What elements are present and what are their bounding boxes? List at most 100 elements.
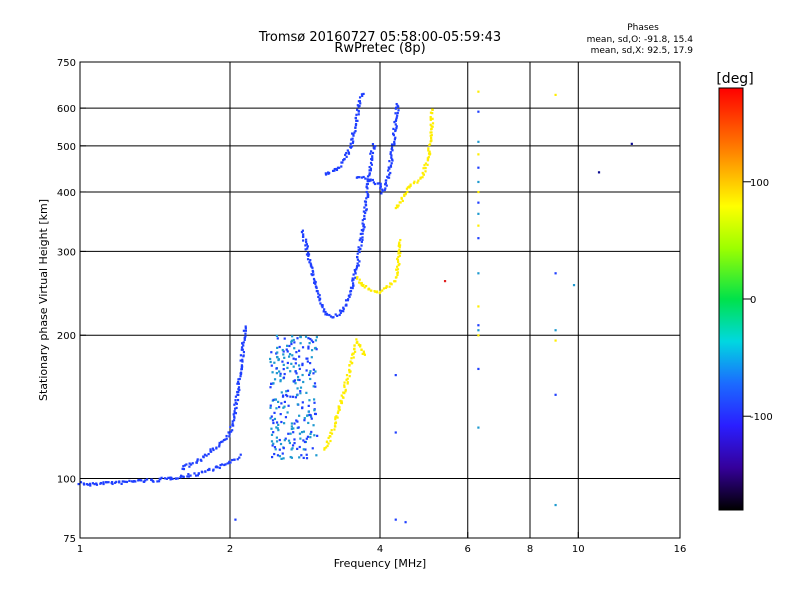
- echo-point: [222, 438, 226, 442]
- echo-point: [241, 348, 244, 351]
- spread-f-point: [273, 378, 277, 381]
- echo-point: [358, 278, 361, 281]
- echo-point: [355, 119, 358, 122]
- echo-point: [389, 282, 393, 285]
- spread-f-point: [286, 411, 289, 414]
- echo-point: [218, 445, 221, 448]
- echo-point: [346, 377, 349, 380]
- spread-f-point: [277, 423, 280, 426]
- echo-point: [330, 429, 333, 432]
- echo-point: [231, 458, 234, 462]
- echo-point: [366, 182, 369, 186]
- echo-point: [371, 178, 374, 182]
- spread-f-point: [298, 414, 301, 417]
- echo-point: [183, 464, 187, 467]
- echo-point: [379, 290, 382, 293]
- isolated-point: [443, 280, 447, 283]
- echo-point: [182, 475, 185, 478]
- echo-point: [241, 360, 244, 363]
- echo-point: [408, 185, 411, 188]
- spread-f-point: [278, 370, 281, 373]
- echo-point: [244, 325, 247, 328]
- echo-point: [379, 182, 382, 185]
- spread-f-point: [292, 431, 295, 434]
- echo-point: [431, 122, 435, 125]
- echo-point: [318, 299, 321, 302]
- echo-point: [358, 176, 361, 179]
- echo-point: [165, 477, 169, 480]
- echo-point: [302, 235, 305, 238]
- spread-f-point: [293, 441, 296, 445]
- spread-f-point: [271, 444, 274, 447]
- echo-point: [358, 100, 362, 103]
- echo-point: [363, 217, 366, 220]
- echo-point: [388, 285, 391, 288]
- echo-point: [358, 343, 361, 347]
- spread-f-point: [296, 337, 299, 340]
- spread-f-point: [282, 350, 285, 353]
- spread-f-point: [282, 376, 286, 379]
- echo-point: [374, 145, 377, 148]
- echo-point: [338, 309, 342, 312]
- spread-f-point: [289, 395, 292, 398]
- spread-f-point: [308, 342, 311, 345]
- echo-point: [317, 292, 320, 295]
- spread-f-point: [309, 414, 312, 417]
- spread-f-point: [275, 367, 278, 370]
- spread-f-point: [306, 435, 310, 438]
- echo-point: [305, 243, 309, 246]
- spread-f-point: [290, 427, 293, 431]
- echo-point: [216, 466, 219, 469]
- echo-point: [79, 481, 83, 484]
- echo-point: [381, 188, 384, 191]
- echo-point: [430, 139, 433, 142]
- x-axis-label: Frequency [MHz]: [334, 557, 426, 570]
- spread-f-point: [309, 361, 312, 365]
- spread-f-point: [289, 455, 292, 459]
- spread-f-point: [270, 415, 273, 418]
- echo-point: [388, 160, 391, 163]
- echo-point: [309, 264, 313, 267]
- column-point: [477, 224, 480, 227]
- echo-point: [120, 482, 123, 485]
- spread-f-point: [310, 356, 313, 359]
- echo-point: [346, 149, 349, 152]
- echo-point: [304, 244, 307, 247]
- echo-point: [91, 482, 95, 485]
- echo-point: [325, 446, 328, 449]
- echo-point: [351, 277, 354, 280]
- column-point: [554, 503, 557, 507]
- spread-f-point: [273, 411, 276, 414]
- echo-point: [360, 281, 363, 285]
- spread-f-point: [290, 425, 293, 428]
- spread-f-point: [313, 347, 317, 350]
- echo-point: [337, 410, 340, 413]
- echo-point: [331, 169, 335, 173]
- echo-point: [122, 480, 126, 483]
- spread-f-point: [275, 407, 278, 410]
- spread-f-point: [308, 399, 311, 402]
- echo-point: [409, 184, 412, 187]
- echo-point: [424, 170, 427, 173]
- y-tick-label: 300: [57, 247, 76, 258]
- echo-point: [368, 178, 371, 181]
- echo-point: [392, 134, 395, 137]
- echo-point: [232, 413, 235, 416]
- echo-point: [381, 289, 384, 292]
- echo-point: [384, 183, 387, 186]
- echo-point: [364, 177, 367, 180]
- echo-point: [170, 476, 173, 480]
- echo-point: [392, 132, 395, 135]
- echo-point: [189, 474, 192, 477]
- echo-point: [336, 166, 340, 169]
- phase-stats-heading: Phases: [627, 23, 659, 33]
- echo-point: [326, 313, 329, 316]
- isolated-point: [234, 518, 237, 521]
- spread-f-point: [312, 385, 315, 388]
- echo-point: [324, 313, 327, 316]
- echo-point: [354, 129, 357, 133]
- x-tick-label: 1: [77, 544, 83, 555]
- echo-point: [393, 142, 396, 145]
- spread-f-point: [306, 414, 309, 417]
- echo-point: [384, 182, 388, 185]
